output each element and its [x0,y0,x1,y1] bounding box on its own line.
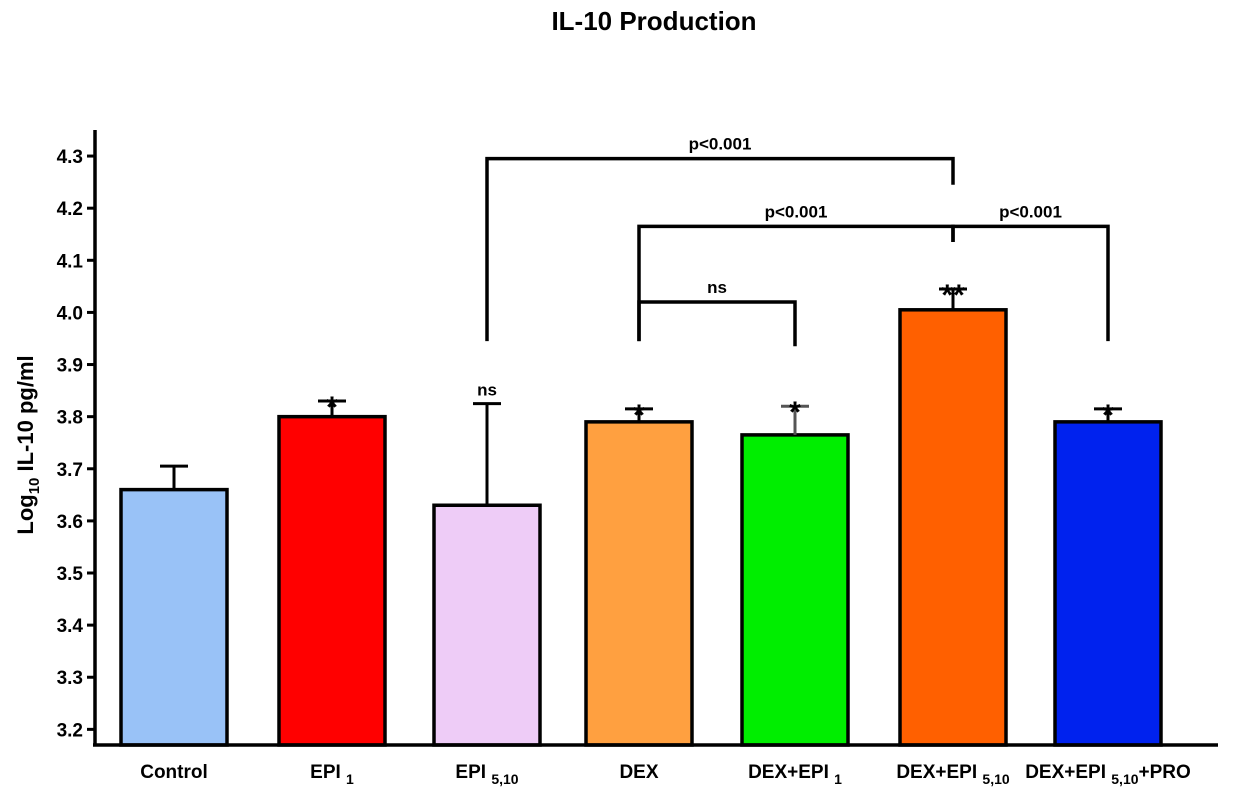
significance-marks-layer: *ns* **** [326,279,1114,432]
y-tick-label-6: 3.7 [57,460,83,481]
y-tick-label-12: 4.3 [57,147,83,168]
bracket-label-4: ns [707,278,727,297]
bracket-label-2: p<0.001 [765,202,828,221]
y-tick-label-3: 3.4 [57,616,84,637]
y-tick-label-9: 4.0 [57,303,83,324]
brackets-layer: p<0.001 p<0.001 p<0.001 ns [485,135,1110,347]
category-label-7: DEX+EPI 5,10+PRO [1025,762,1191,787]
bar-2 [277,414,387,747]
bracket-label-1: p<0.001 [689,135,752,154]
category-label-2: EPI 1 [310,762,354,787]
significance-mark-3: ns [477,381,497,400]
x-categories-layer: Control EPI 1 EPI 5,10 DEX DEX+EPI 1 DEX+EPI … [140,762,1191,787]
y-tick-label-4: 3.5 [57,564,84,585]
category-label-1: Control [140,762,208,783]
category-label-6: DEX+EPI 5,10 [896,762,1010,787]
y-tick-label-10: 4.1 [57,251,84,272]
y-axis-label: Log10 IL-10 pg/ml [13,355,43,534]
category-label-5: DEX+EPI 1 [748,762,842,787]
bar-3 [432,503,542,747]
y-tick-label-5: 3.6 [57,512,83,533]
bar-7 [1053,420,1163,747]
significance-mark-7: * [1102,399,1114,432]
bracket-label-3: p<0.001 [999,202,1062,221]
bracket-3 [951,224,1110,342]
bracket-4 [637,300,797,347]
axes-layer [93,130,1218,747]
significance-mark-5: * [789,396,801,429]
bars-layer [119,308,1163,747]
y-ticks-layer: 3.2 3.3 3.4 3.5 3.6 3.7 3.8 3.9 4.0 4.1 4.2 4.3 [57,147,95,741]
significance-mark-6: ** [941,279,965,312]
significance-mark-2: * [326,391,338,424]
y-tick-label-8: 3.9 [57,356,83,377]
y-tick-label-7: 3.8 [57,408,83,429]
y-tick-label-2: 3.3 [57,668,83,689]
error-bars-layer [160,287,1122,506]
significance-mark-4: * [633,399,645,432]
bar-4 [584,420,694,747]
category-label-4: DEX [619,762,658,783]
y-tick-label-11: 4.2 [57,199,83,220]
chart-title: IL-10 Production [551,6,756,36]
bar-1 [119,487,229,747]
bracket-1 [485,156,955,342]
bar-5 [740,433,850,747]
bar-6 [898,308,1008,747]
y-tick-label-1: 3.2 [57,720,83,741]
category-label-3: EPI 5,10 [455,762,518,787]
